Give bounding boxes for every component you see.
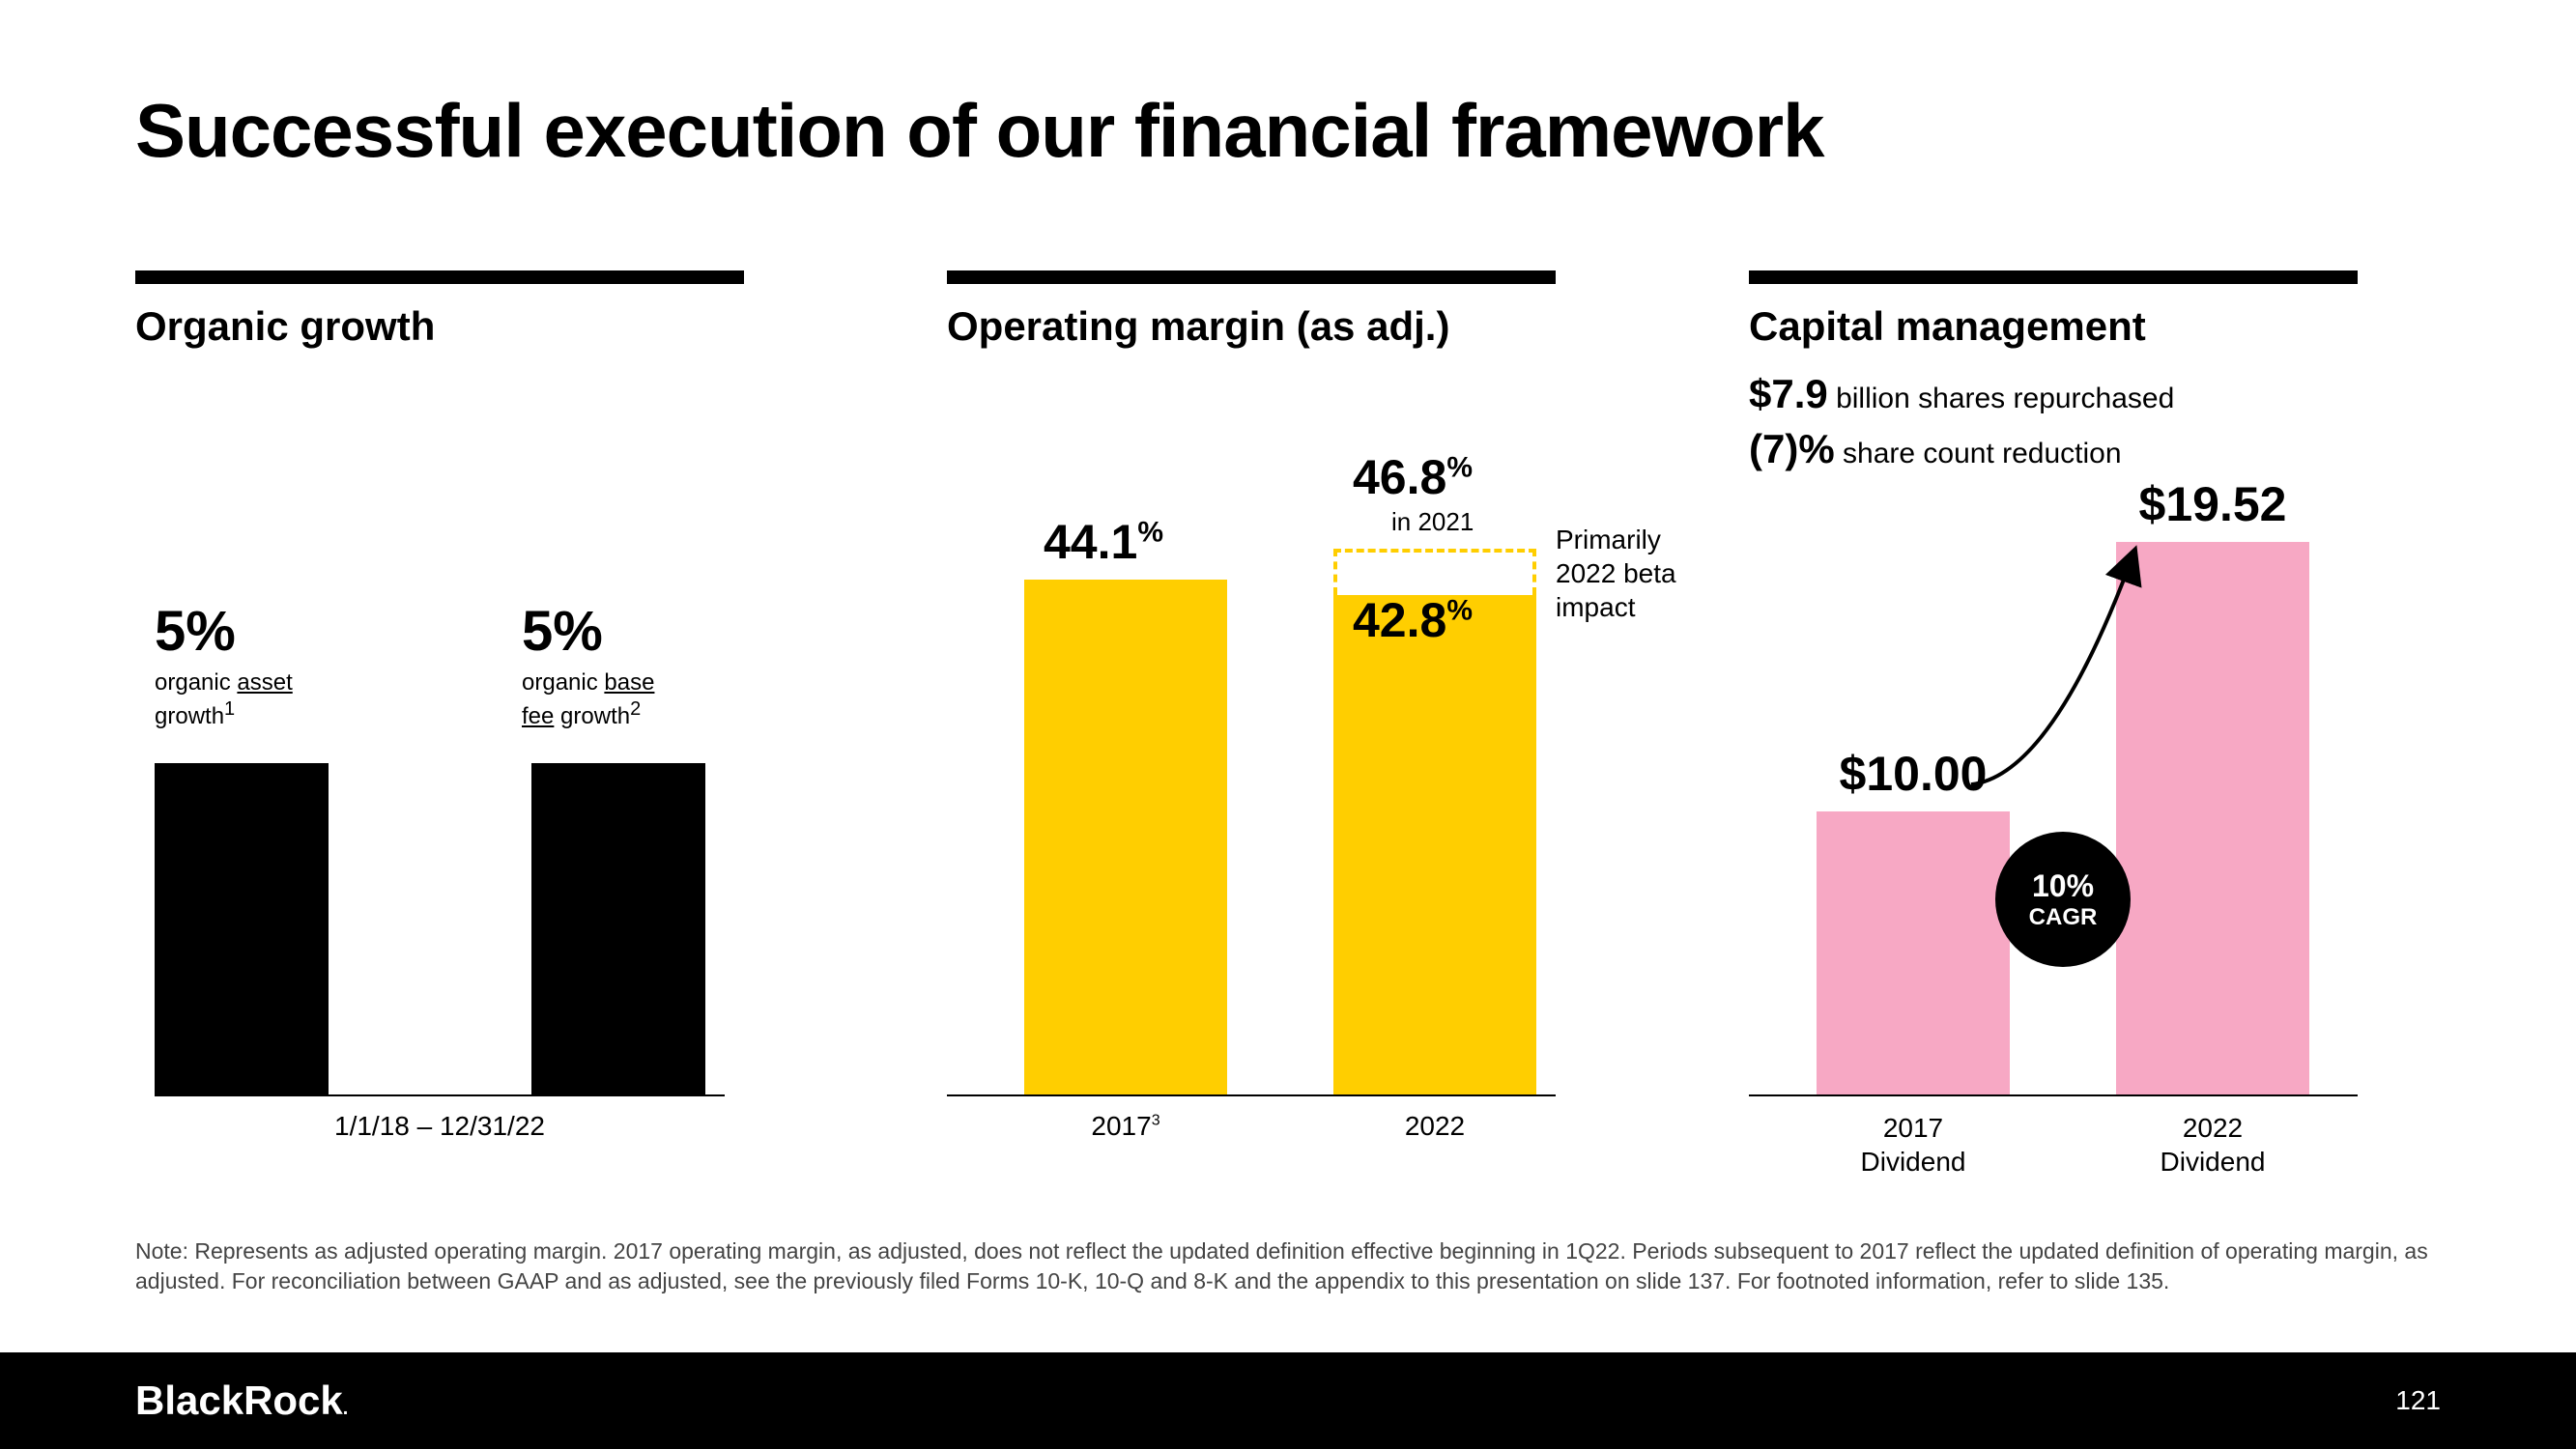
- page-number: 121: [2395, 1385, 2441, 1416]
- panel-rule: [135, 270, 744, 284]
- cagr-value: 10%: [2032, 868, 2094, 904]
- bar-value-label: $19.52: [2097, 476, 2329, 532]
- side-annotation: Primarily 2022 beta impact: [1556, 523, 1710, 624]
- bar-chart: $10.00 $19.52 10% CAGR: [1749, 473, 2358, 1096]
- kpi-value: 5%: [155, 599, 338, 664]
- kpi-caption: organic base fee growth2: [522, 669, 705, 731]
- bar-chart: [155, 763, 725, 1096]
- x-axis-label: 20173: [1024, 1111, 1227, 1142]
- panel-subtitle: $7.9 billion shares repurchased (7)% sha…: [1749, 367, 2358, 476]
- slide: Successful execution of our financial fr…: [0, 0, 2576, 1449]
- bar: [155, 763, 329, 1094]
- cagr-label: CAGR: [2029, 904, 2098, 931]
- bar-2017-dividend: [1817, 811, 2010, 1094]
- panel-capital-management: Capital management $7.9 billion shares r…: [1749, 270, 2358, 1198]
- x-axis-label: 2022Dividend: [2116, 1111, 2309, 1179]
- x-axis-label: 2017Dividend: [1817, 1111, 2010, 1179]
- x-axis-label: 2022: [1333, 1111, 1536, 1142]
- bar: [531, 763, 705, 1094]
- bar-2017: [1024, 580, 1227, 1094]
- panel-rule: [1749, 270, 2358, 284]
- panel-organic-growth: Organic growth 5% organic asset growth1 …: [135, 270, 744, 1198]
- cagr-badge: 10% CAGR: [1995, 832, 2131, 967]
- bar-dashed-extension: [1333, 549, 1536, 595]
- bar-chart: 44.1% 46.8% in 2021 42.8% Primarily 2022…: [947, 396, 1556, 1096]
- kpi-group-row: 5% organic asset growth1 5% organic base…: [155, 599, 705, 731]
- panel-rule: [947, 270, 1556, 284]
- bar-fill: [1024, 580, 1227, 1094]
- kpi-value: 5%: [522, 599, 705, 664]
- bar-fill: [1333, 595, 1536, 1094]
- bar-top-value-label: 46.8%: [1353, 449, 1473, 505]
- kpi-caption: organic asset growth1: [155, 669, 338, 731]
- bar-value-label: 44.1%: [1044, 514, 1163, 570]
- x-axis-label: 1/1/18 – 12/31/22: [135, 1111, 744, 1142]
- brand-logo: BlackRock.: [135, 1378, 348, 1424]
- kpi-asset-growth: 5% organic asset growth1: [155, 599, 338, 731]
- panel-title: Organic growth: [135, 303, 744, 350]
- panel-title: Capital management: [1749, 303, 2358, 350]
- panel-operating-margin: Operating margin (as adj.) 44.1% 46.8% i…: [947, 270, 1556, 1198]
- bar-inner-value-label: 42.8%: [1353, 592, 1473, 648]
- footer: BlackRock. 121: [0, 1352, 2576, 1449]
- kpi-base-fee-growth: 5% organic base fee growth2: [522, 599, 705, 731]
- bar-top-sublabel: in 2021: [1391, 507, 1474, 537]
- footnote: Note: Represents as adjusted operating m…: [135, 1236, 2435, 1296]
- panel-title: Operating margin (as adj.): [947, 303, 1556, 350]
- slide-title: Successful execution of our financial fr…: [135, 87, 1824, 175]
- arrow-icon: [1961, 539, 2155, 804]
